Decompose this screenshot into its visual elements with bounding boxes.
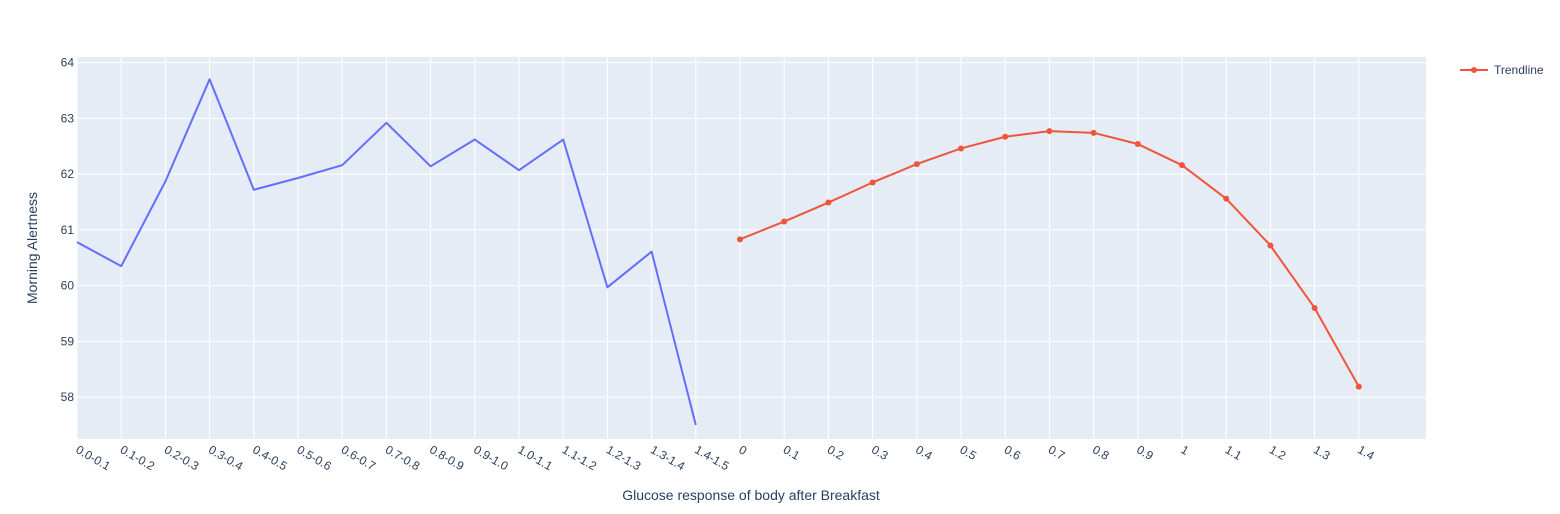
x-tick-label: 0.6 — [1002, 442, 1024, 463]
plot-background — [77, 57, 1426, 439]
legend-label: Trendline — [1494, 63, 1544, 77]
x-tick-label: 0.3-0.4 — [206, 442, 246, 473]
x-tick-label: 1.4 — [1355, 442, 1377, 463]
y-tick-label: 58 — [61, 390, 75, 404]
data-point[interactable] — [913, 161, 920, 168]
x-tick-label: 0.1 — [781, 442, 803, 463]
x-tick-label: 1.1 — [1223, 442, 1245, 463]
legend-item[interactable]: Trendline — [1460, 63, 1544, 77]
x-tick-label: 0.2-0.3 — [162, 442, 202, 473]
x-tick-label: 0.5-0.6 — [295, 442, 335, 473]
y-axis-title: Morning Alertness — [24, 192, 40, 304]
x-tick-label: 0.8-0.9 — [427, 442, 467, 473]
y-tick-label: 60 — [61, 279, 75, 293]
data-point[interactable] — [1223, 195, 1230, 202]
x-tick-label: 0.9 — [1134, 442, 1156, 463]
data-point[interactable] — [958, 145, 964, 152]
x-tick-label: 0.5 — [958, 442, 980, 463]
x-tick-label: 0.4-0.5 — [250, 442, 290, 473]
y-tick-label: 63 — [61, 111, 75, 125]
y-tick-label: 61 — [61, 223, 75, 237]
legend-swatch-marker — [1471, 67, 1477, 73]
x-tick-label: 0.3 — [869, 442, 891, 463]
y-tick-label: 64 — [61, 56, 75, 70]
data-point[interactable] — [869, 179, 876, 186]
x-tick-label: 0.0-0.1 — [74, 442, 114, 473]
x-tick-label: 0.1-0.2 — [118, 442, 158, 473]
x-axis-ticks: 0.0-0.1 0.1-0.2 0.2-0.3 0.3-0.4 0.4-0.5 0.5-0… — [74, 442, 1378, 473]
x-tick-label: 1.2 — [1267, 442, 1289, 463]
x-tick-label: 0.7 — [1046, 442, 1068, 463]
x-tick-label: 1.3-1.4 — [648, 442, 688, 473]
y-axis-ticks: 58 59 60 61 62 63 64 — [61, 56, 75, 405]
x-tick-label: 1.2-1.3 — [604, 442, 644, 473]
x-tick-label: 0.9-1.0 — [471, 442, 511, 473]
gridlines — [76, 57, 1426, 439]
x-tick-label: 0.7-0.8 — [383, 442, 423, 473]
x-tick-label: 0 — [737, 442, 750, 458]
data-point[interactable] — [825, 199, 832, 206]
legend[interactable]: Trendline — [1460, 63, 1544, 77]
data-point[interactable] — [1046, 128, 1053, 135]
x-axis-title: Glucose response of body after Breakfast — [622, 487, 880, 503]
data-point[interactable] — [1311, 304, 1318, 311]
data-point[interactable] — [1267, 242, 1274, 249]
series-layer — [76, 78, 1362, 426]
y-tick-label: 62 — [61, 167, 75, 181]
x-tick-label: 1 — [1179, 442, 1192, 458]
data-point[interactable] — [1134, 140, 1141, 147]
x-tick-label: 0.6-0.7 — [339, 442, 379, 473]
x-tick-label: 1.4-1.5 — [692, 442, 732, 473]
x-tick-label: 0.8 — [1090, 442, 1112, 463]
data-point[interactable] — [781, 218, 788, 225]
y-tick-label: 59 — [61, 334, 75, 348]
data-point[interactable] — [1355, 383, 1362, 390]
x-tick-label: 0.4 — [913, 442, 935, 463]
series-line — [76, 78, 697, 426]
data-point[interactable] — [1002, 133, 1009, 140]
data-point[interactable] — [1090, 129, 1097, 136]
x-tick-label: 0.2 — [825, 442, 847, 463]
x-tick-label: 1.0-1.1 — [516, 442, 556, 473]
x-tick-label: 1.1-1.2 — [560, 442, 600, 473]
x-tick-label: 1.3 — [1311, 442, 1333, 463]
data-point[interactable] — [1179, 162, 1185, 169]
data-point[interactable] — [737, 236, 743, 243]
